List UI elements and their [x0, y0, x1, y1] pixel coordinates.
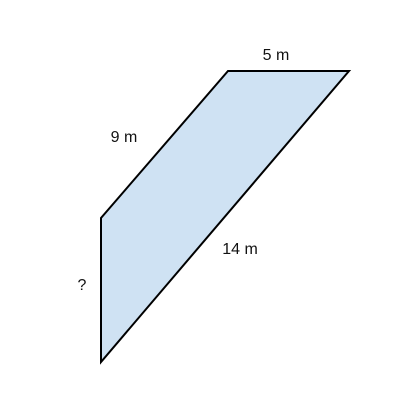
diagonal-side-label: 14 m [222, 241, 258, 258]
upper-left-side-label: 9 m [111, 129, 138, 146]
quadrilateral-shape [100, 70, 352, 365]
unknown-side-label: ? [78, 277, 87, 294]
top-side-label: 5 m [263, 47, 290, 64]
